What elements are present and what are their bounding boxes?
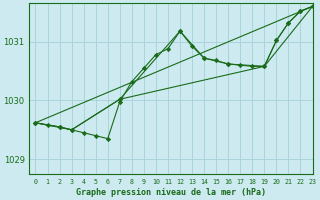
X-axis label: Graphe pression niveau de la mer (hPa): Graphe pression niveau de la mer (hPa): [76, 188, 266, 197]
